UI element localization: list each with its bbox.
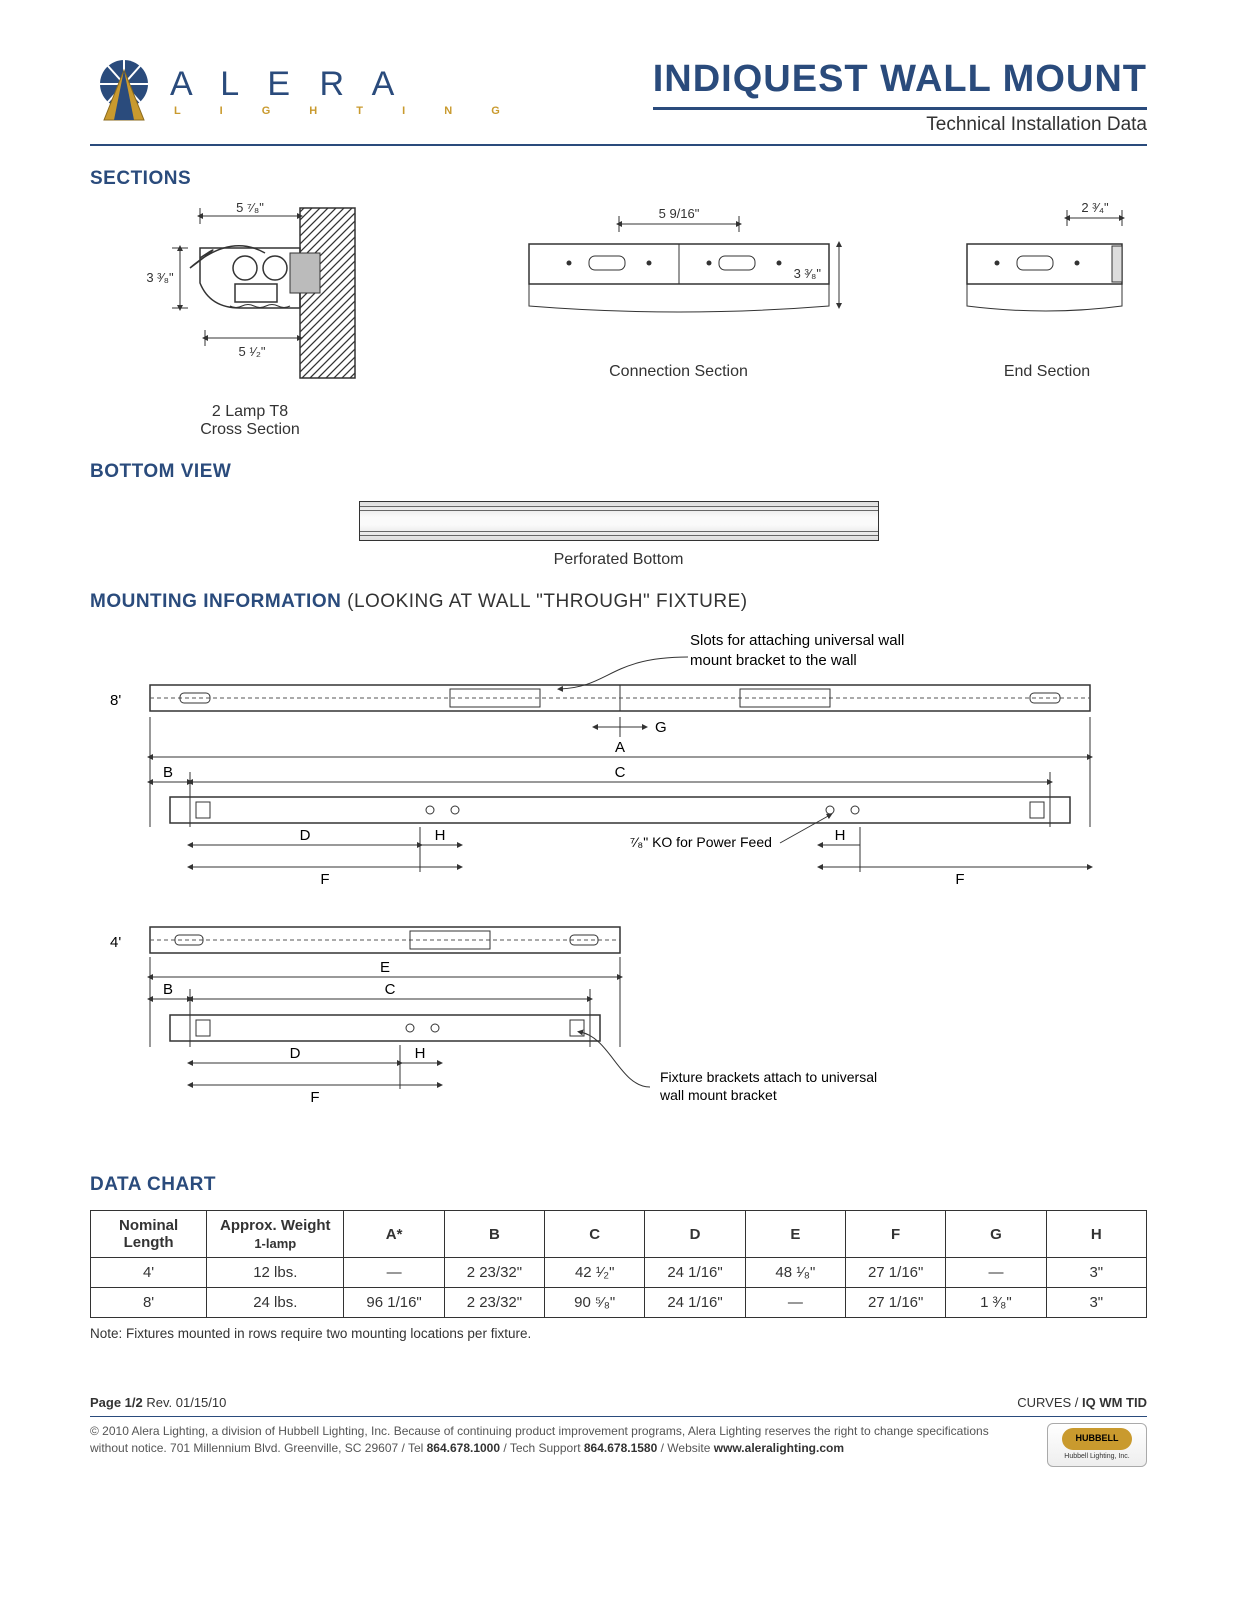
label-4ft: 4' — [110, 934, 121, 951]
mounting-heading: MOUNTING INFORMATION (LOOKING AT WALL "T… — [90, 591, 1147, 613]
dim-f-8l: F — [320, 871, 329, 888]
end-section-svg: 2 ³⁄₄" — [947, 198, 1147, 348]
mounting-diagram: Slots for attaching universal wall mount… — [90, 627, 1147, 1147]
label-8ft: 8' — [110, 692, 121, 709]
col-g: G — [946, 1211, 1046, 1258]
conn-dim-w: 5 9/16" — [658, 206, 699, 221]
col-b: B — [444, 1211, 544, 1258]
document-page: A L E R A L I G H T I N G INDIQUEST WALL… — [0, 0, 1237, 1600]
footer-separator — [90, 1416, 1147, 1417]
cross-caption-2: Cross Section — [90, 421, 410, 439]
hubbell-badge: HUBBELL Hubbell Lighting, Inc. — [1047, 1423, 1147, 1467]
footer-meta: Page 1/2 Rev. 01/15/10 CURVES / IQ WM TI… — [90, 1395, 1147, 1410]
end-dim-w: 2 ³⁄₄" — [1081, 200, 1109, 215]
bottom-caption: Perforated Bottom — [90, 551, 1147, 569]
col-e: E — [745, 1211, 845, 1258]
col-nominal: Nominal Length — [91, 1211, 207, 1258]
brand-logo: A L E R A L I G H T I N G — [90, 58, 518, 126]
conn-dim-h: 3 ³⁄₈" — [793, 266, 821, 281]
dim-e: E — [380, 959, 390, 976]
sections-heading: SECTIONS — [90, 168, 1147, 190]
table-note: Note: Fixtures mounted in rows require t… — [90, 1326, 1147, 1341]
footer-page: Page 1/2 Rev. 01/15/10 — [90, 1395, 226, 1410]
legal-row: © 2010 Alera Lighting, a division of Hub… — [90, 1423, 1147, 1467]
dim-d-4: D — [290, 1045, 301, 1062]
col-c: C — [545, 1211, 645, 1258]
cross-caption-1: 2 Lamp T8 — [90, 403, 410, 421]
cross-dim-bottom: 5 ¹⁄₂" — [238, 344, 265, 359]
bottom-heading: BOTTOM VIEW — [90, 461, 1147, 483]
hubbell-logo: HUBBELL — [1062, 1428, 1132, 1450]
data-table: Nominal Length Approx. Weight 1-lamp A* … — [90, 1210, 1147, 1318]
end-caption: End Section — [947, 363, 1147, 381]
mounting-heading-light: (LOOKING AT WALL "THROUGH" FIXTURE) — [341, 591, 747, 612]
logo-icon — [90, 58, 158, 126]
connection-caption: Connection Section — [509, 363, 849, 381]
col-h: H — [1046, 1211, 1146, 1258]
cross-section-figure: 5 ⁷⁄₈" 3 ³⁄₈" 5 ¹⁄₂" 2 Lamp — [90, 198, 410, 439]
dim-h-8r: H — [835, 827, 846, 844]
connection-section-figure: 5 9/16" 3 ³⁄₈" Connection Section — [509, 198, 849, 439]
sections-row: 5 ⁷⁄₈" 3 ³⁄₈" 5 ¹⁄₂" 2 Lamp — [90, 198, 1147, 439]
perforated-bottom-figure — [359, 501, 879, 541]
legal-text: © 2010 Alera Lighting, a division of Hub… — [90, 1423, 1027, 1458]
col-f: F — [845, 1211, 945, 1258]
page-title: INDIQUEST WALL MOUNT — [653, 58, 1147, 101]
bracket-callout-2: wall mount bracket — [659, 1087, 777, 1103]
dim-h-4: H — [415, 1045, 426, 1062]
dim-f-4: F — [310, 1089, 319, 1106]
dim-b-8: B — [163, 764, 173, 781]
slot-callout-2: mount bracket to the wall — [690, 652, 857, 669]
dim-c-4: C — [385, 981, 396, 998]
title-block: INDIQUEST WALL MOUNT Technical Installat… — [653, 58, 1147, 136]
end-section-figure: 2 ³⁄₄" End Section — [947, 198, 1147, 439]
table-row: 8'24 lbs. 96 1/16"2 23/32" 90 ⁵⁄₈"24 1/1… — [91, 1288, 1147, 1318]
bracket-callout-1: Fixture brackets attach to universal — [660, 1069, 877, 1085]
cross-dim-left: 3 ³⁄₈" — [146, 270, 174, 285]
col-d: D — [645, 1211, 745, 1258]
header: A L E R A L I G H T I N G INDIQUEST WALL… — [90, 58, 1147, 136]
table-row: 4'12 lbs. —2 23/32" 42 ¹⁄₂"24 1/16" 48 ¹… — [91, 1258, 1147, 1288]
connection-section-svg: 5 9/16" 3 ³⁄₈" — [509, 198, 849, 348]
table-body: 4'12 lbs. —2 23/32" 42 ¹⁄₂"24 1/16" 48 ¹… — [91, 1258, 1147, 1318]
cross-section-svg: 5 ⁷⁄₈" 3 ³⁄₈" 5 ¹⁄₂" — [90, 198, 410, 388]
footer-series: CURVES / IQ WM TID — [1017, 1395, 1147, 1410]
page-subtitle: Technical Installation Data — [653, 114, 1147, 136]
brand-tagline: L I G H T I N G — [174, 105, 518, 117]
hubbell-caption: Hubbell Lighting, Inc. — [1064, 1452, 1129, 1462]
brand-name: A L E R A — [170, 67, 518, 101]
dim-f-8r: F — [955, 871, 964, 888]
col-a: A* — [344, 1211, 444, 1258]
ko-callout: ⁷⁄₈" KO for Power Feed — [630, 834, 772, 850]
dim-g: G — [655, 719, 667, 736]
mounting-heading-bold: MOUNTING INFORMATION — [90, 591, 341, 612]
cross-dim-top: 5 ⁷⁄₈" — [236, 200, 264, 215]
title-rule — [653, 107, 1147, 110]
dim-h-8l: H — [435, 827, 446, 844]
dim-a: A — [615, 739, 625, 756]
header-underline — [90, 144, 1147, 146]
data-heading: DATA CHART — [90, 1174, 1147, 1196]
table-header-row: Nominal Length Approx. Weight 1-lamp A* … — [91, 1211, 1147, 1258]
dim-d-8: D — [300, 827, 311, 844]
dim-b-4: B — [163, 981, 173, 998]
col-weight: Approx. Weight 1-lamp — [207, 1211, 344, 1258]
slot-callout-1: Slots for attaching universal wall — [690, 632, 904, 649]
dim-c-8: C — [615, 764, 626, 781]
